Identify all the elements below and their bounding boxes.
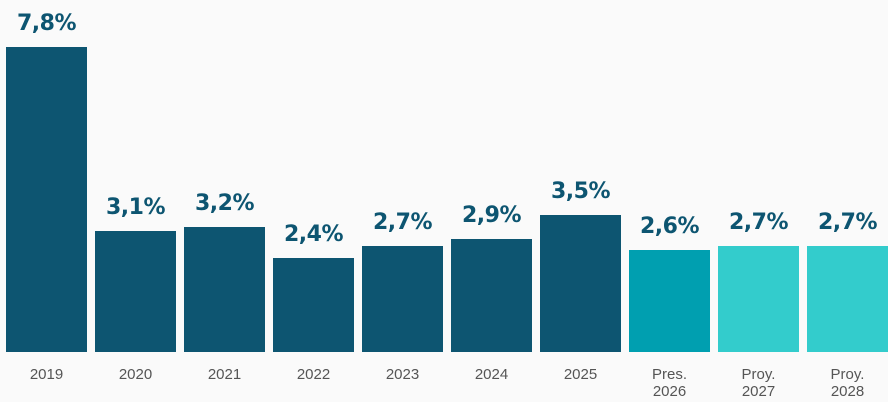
x-tick-label: 2019 bbox=[29, 366, 64, 383]
value-label: 3,1% bbox=[105, 194, 166, 220]
x-tick-label: 2020 bbox=[118, 366, 153, 383]
value-label: 2,6% bbox=[639, 214, 700, 240]
x-tick-label: Proy. 2027 bbox=[741, 366, 776, 400]
x-tick-label: 2024 bbox=[474, 366, 509, 383]
bar bbox=[95, 230, 176, 352]
x-tick-label: Pres. 2026 bbox=[651, 366, 687, 400]
value-label: 2,9% bbox=[461, 202, 522, 228]
x-tick-label: Proy. 2028 bbox=[830, 366, 865, 400]
bar bbox=[718, 246, 799, 352]
bar bbox=[6, 47, 87, 352]
value-label: 2,7% bbox=[372, 210, 433, 236]
bar bbox=[184, 226, 265, 352]
bar bbox=[273, 258, 354, 352]
value-label: 3,5% bbox=[550, 179, 611, 205]
bar bbox=[362, 246, 443, 352]
value-label: 3,2% bbox=[194, 190, 255, 216]
x-tick-label: 2021 bbox=[207, 366, 242, 383]
value-label: 2,7% bbox=[817, 210, 878, 236]
x-tick-label: 2023 bbox=[385, 366, 420, 383]
x-tick-label: 2025 bbox=[563, 366, 598, 383]
bar bbox=[807, 246, 888, 352]
bar bbox=[629, 250, 710, 352]
bar bbox=[451, 238, 532, 352]
bar bbox=[540, 215, 621, 352]
value-label: 2,7% bbox=[728, 210, 789, 236]
x-tick-label: 2022 bbox=[296, 366, 331, 383]
value-label: 2,4% bbox=[283, 222, 344, 248]
value-label: 7,8% bbox=[16, 11, 77, 36]
